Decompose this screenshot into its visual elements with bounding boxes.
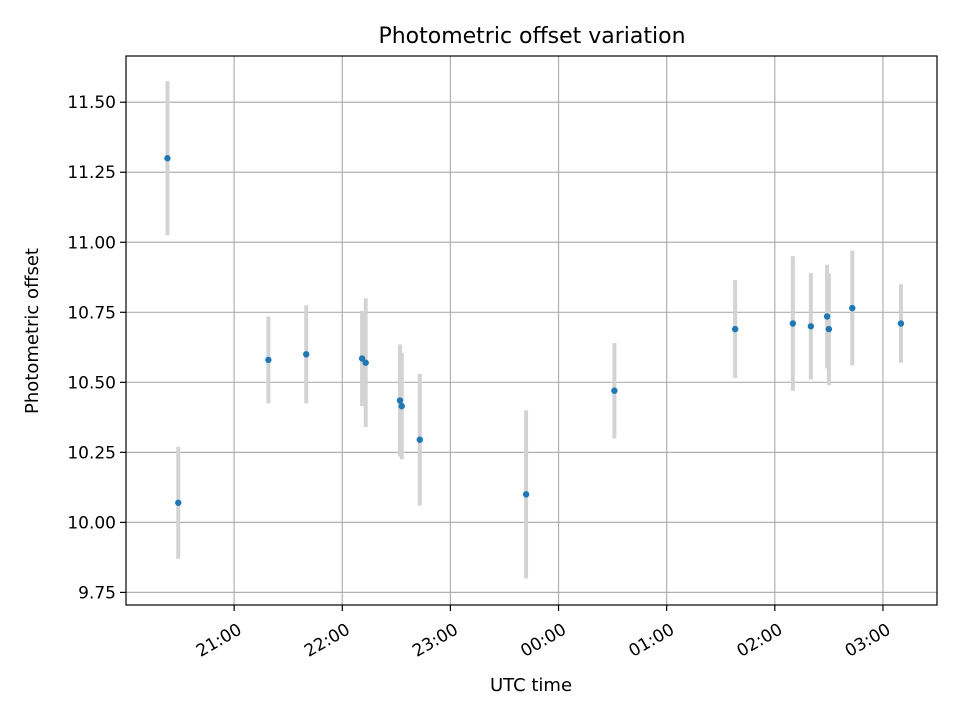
data-point (825, 325, 833, 333)
y-tick-label: 11.25 (67, 163, 116, 183)
plot-frame (125, 55, 938, 606)
x-tick-label: 01:00 (626, 620, 678, 662)
data-point (611, 387, 618, 394)
data-point (398, 402, 405, 410)
x-tick-label: 02:00 (734, 620, 786, 662)
x-tick-label: 21:00 (193, 620, 245, 662)
y-tick-label: 11.50 (67, 93, 116, 113)
data-point (789, 320, 797, 327)
data-point (303, 351, 310, 358)
data-point (897, 320, 905, 327)
data-point (807, 323, 815, 330)
data-point (175, 499, 182, 506)
y-tick-label: 10.00 (67, 513, 116, 533)
data-point (396, 397, 404, 404)
x-tick-label: 22:00 (301, 620, 353, 662)
data-point (358, 355, 366, 362)
y-tick-label: 10.50 (67, 373, 116, 393)
y-tick-label: 10.75 (67, 303, 116, 323)
errorbars (165, 81, 903, 579)
x-tick-label: 23:00 (409, 620, 461, 662)
x-tick-label: 00:00 (517, 620, 569, 662)
data-point (362, 359, 369, 366)
x-tick-label: 03:00 (842, 620, 894, 662)
data-points (164, 155, 905, 506)
chart-title: Photometric offset variation (378, 24, 685, 49)
x-axis-ticks: 21:00 22:00 23:00 00:00 01:00 02:00 03:00 (193, 605, 894, 662)
data-point (164, 155, 171, 162)
x-axis-label: UTC time (490, 675, 572, 696)
y-axis-label: Photometric offset (22, 248, 43, 414)
y-tick-label: 9.75 (78, 583, 116, 603)
y-tick-label: 10.25 (67, 443, 116, 463)
y-tick-label: 11.00 (67, 233, 116, 253)
data-point (265, 356, 272, 364)
data-point (522, 491, 530, 498)
data-point (849, 304, 856, 312)
y-axis-ticks: 9.75 10.00 10.25 10.50 10.75 11.00 11.25 11.50 (67, 93, 126, 603)
data-point (416, 436, 423, 443)
grid (126, 56, 937, 605)
data-point (823, 313, 831, 320)
data-point (731, 325, 739, 333)
